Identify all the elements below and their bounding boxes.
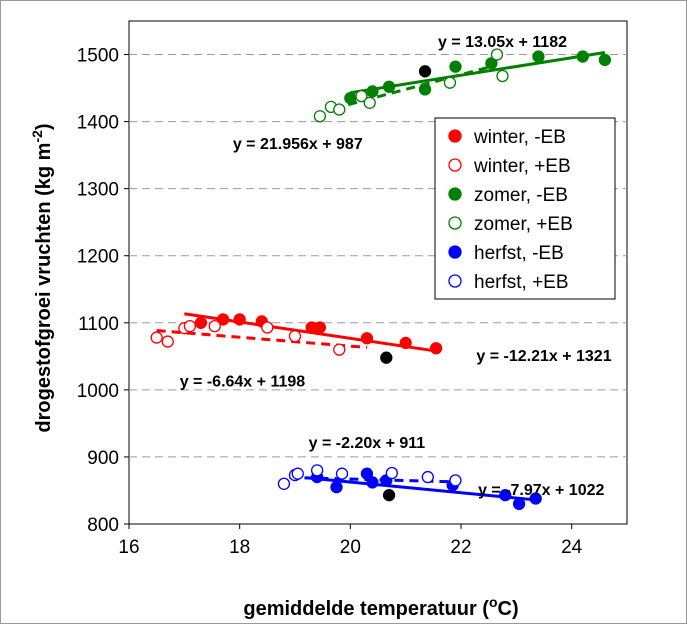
data-point bbox=[382, 80, 396, 93]
data-point bbox=[344, 91, 357, 105]
data-point bbox=[330, 480, 343, 494]
data-point bbox=[385, 466, 398, 480]
data-point bbox=[598, 53, 612, 67]
legend-label: winter, -EB bbox=[473, 127, 566, 148]
y-tick-label: 1400 bbox=[77, 113, 119, 134]
data-point bbox=[355, 89, 368, 103]
y-axis-ticks: 800 900 1000 1100 1200 1300 1400 1500 bbox=[77, 46, 129, 536]
legend-label: zomer, -EB bbox=[474, 185, 568, 206]
data-point bbox=[277, 477, 291, 490]
legend-marker bbox=[448, 129, 462, 143]
x-tick-label: 16 bbox=[118, 537, 139, 558]
data-point bbox=[360, 467, 374, 480]
x-axis-ticks: 16 18 20 22 24 bbox=[118, 524, 583, 558]
y-tick-label: 1100 bbox=[78, 314, 119, 335]
data-point bbox=[399, 336, 412, 350]
y-tick-label: 900 bbox=[87, 448, 119, 469]
y-axis-title: drogestofgroei vruchten (kg m-2) bbox=[29, 123, 55, 432]
data-point bbox=[576, 50, 589, 63]
y-tick-label: 1500 bbox=[77, 46, 119, 67]
data-point bbox=[313, 321, 327, 334]
legend-marker bbox=[448, 245, 462, 259]
equation-label: y = -6.64x + 1198 bbox=[180, 373, 306, 390]
data-point bbox=[288, 330, 302, 343]
data-point bbox=[335, 467, 349, 480]
equation-label: y = -12.21x + 1321 bbox=[476, 348, 611, 365]
data-point bbox=[313, 110, 327, 123]
y-tick-label: 1200 bbox=[77, 247, 119, 268]
x-tick-label: 24 bbox=[561, 537, 583, 558]
trend-line bbox=[156, 329, 368, 349]
y-tick-label: 1300 bbox=[77, 180, 119, 201]
legend-label: winter, +EB bbox=[473, 156, 571, 177]
data-points bbox=[150, 48, 612, 511]
data-point bbox=[310, 464, 324, 477]
data-point bbox=[418, 65, 432, 78]
data-point bbox=[429, 342, 443, 355]
equation-label: y = -2.20x + 911 bbox=[309, 435, 426, 452]
data-point bbox=[233, 313, 246, 326]
data-point bbox=[216, 313, 230, 326]
data-point bbox=[366, 476, 379, 489]
trend-line bbox=[333, 65, 490, 110]
x-tick-label: 22 bbox=[450, 537, 471, 558]
legend-label: herfst, -EB bbox=[474, 243, 564, 264]
equation-label: y = 21.956x + 987 bbox=[233, 136, 363, 153]
legend: winter, -EB winter, +EB zomer, -EB zomer, +… bbox=[434, 117, 616, 300]
legend-marker bbox=[448, 274, 462, 288]
trend-line bbox=[289, 475, 462, 484]
data-point bbox=[208, 320, 221, 333]
equation-label: y = -7.97x + 1022 bbox=[478, 482, 604, 499]
legend-marker bbox=[448, 216, 462, 230]
data-point bbox=[382, 489, 396, 502]
legend-label: zomer, +EB bbox=[474, 214, 573, 235]
data-point bbox=[532, 50, 545, 63]
legend-marker bbox=[448, 187, 462, 201]
data-point bbox=[512, 497, 526, 511]
y-tick-label: 1000 bbox=[77, 381, 119, 402]
data-point bbox=[380, 351, 393, 364]
data-point bbox=[449, 474, 462, 487]
data-point bbox=[194, 316, 208, 329]
data-point bbox=[291, 467, 304, 480]
data-point bbox=[360, 332, 374, 345]
data-point bbox=[449, 60, 462, 73]
y-tick-label: 800 bbox=[87, 515, 119, 536]
data-point bbox=[443, 76, 457, 89]
data-point bbox=[529, 492, 542, 505]
data-point bbox=[333, 343, 346, 356]
data-point bbox=[418, 83, 432, 96]
data-point bbox=[496, 69, 509, 83]
data-point bbox=[261, 321, 274, 334]
legend-label: herfst, +EB bbox=[474, 272, 569, 293]
legend-marker bbox=[448, 158, 462, 172]
data-point bbox=[363, 96, 376, 109]
data-point bbox=[161, 335, 174, 348]
data-point bbox=[150, 331, 163, 344]
regression-equations: y = 13.05x + 1182 y = 21.956x + 987 y = -1… bbox=[180, 34, 612, 499]
equation-label: y = 13.05x + 1182 bbox=[438, 34, 567, 51]
x-tick-label: 18 bbox=[229, 537, 250, 558]
data-point bbox=[183, 320, 197, 333]
data-point bbox=[421, 470, 434, 484]
data-point bbox=[490, 48, 504, 61]
x-tick-label: 20 bbox=[340, 537, 361, 558]
x-axis-title: gemiddelde temperatuur (oC) bbox=[243, 594, 518, 620]
data-point bbox=[333, 103, 346, 116]
legend-box bbox=[434, 117, 616, 300]
data-point bbox=[366, 85, 379, 98]
data-point bbox=[499, 489, 512, 502]
data-point bbox=[485, 57, 498, 70]
